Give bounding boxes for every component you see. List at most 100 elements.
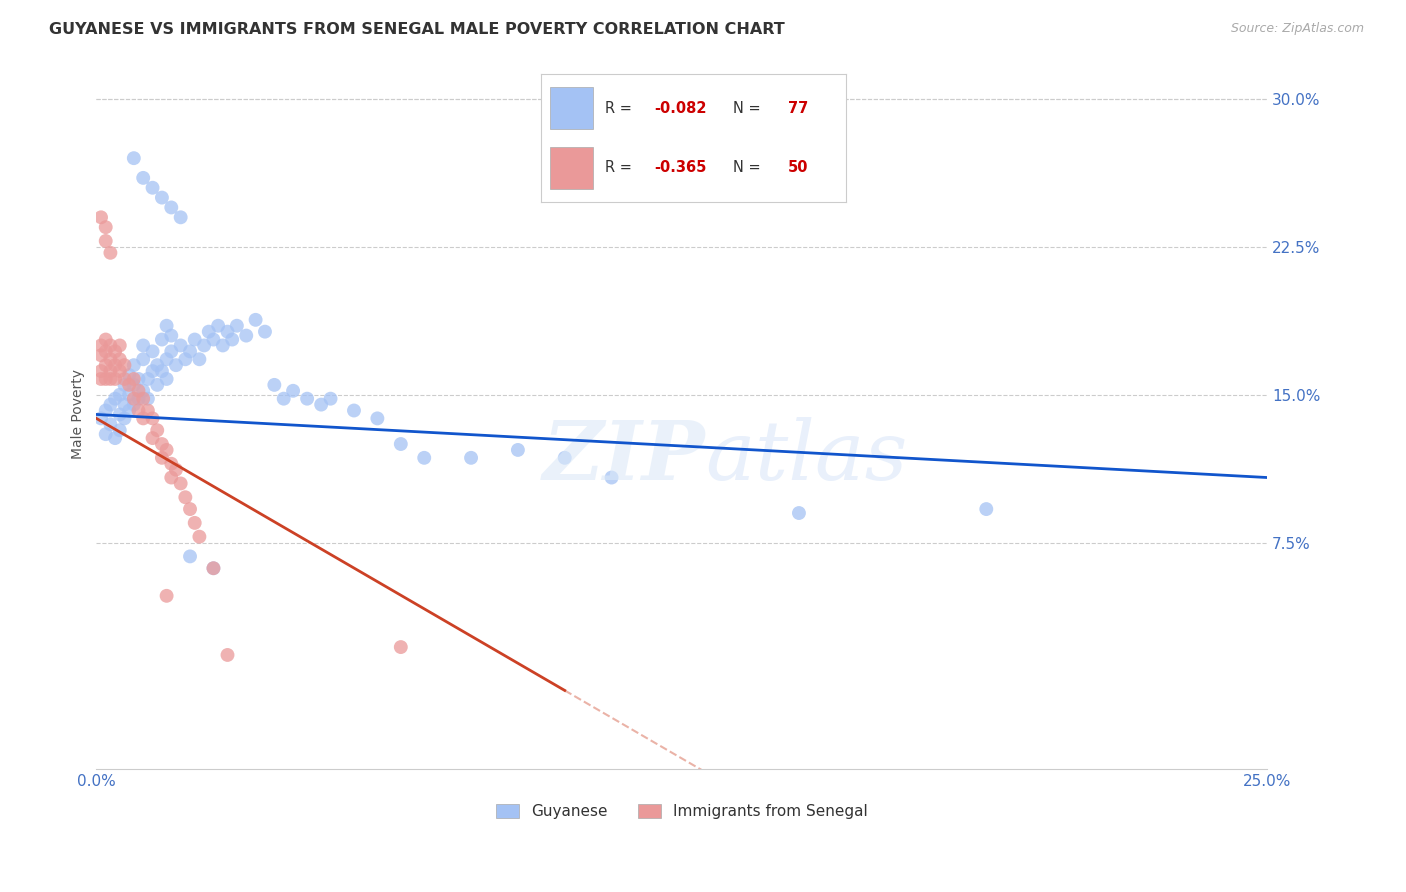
- Point: [273, 392, 295, 406]
- Point: [146, 377, 169, 392]
- Point: [202, 333, 225, 347]
- Point: [188, 530, 211, 544]
- Point: [104, 372, 127, 386]
- Point: [160, 328, 183, 343]
- Point: [221, 333, 243, 347]
- Point: [108, 338, 131, 352]
- Point: [165, 358, 187, 372]
- Point: [122, 398, 145, 412]
- Point: [225, 318, 247, 333]
- Point: [202, 561, 225, 575]
- Point: [600, 470, 623, 484]
- Point: [155, 442, 177, 457]
- Point: [100, 372, 122, 386]
- Text: atlas: atlas: [706, 417, 908, 497]
- Point: [108, 408, 131, 422]
- Point: [183, 333, 205, 347]
- Point: [150, 364, 173, 378]
- Point: [169, 476, 191, 491]
- Point: [160, 201, 183, 215]
- Point: [146, 423, 169, 437]
- Point: [100, 352, 122, 367]
- Point: [142, 344, 165, 359]
- Point: [114, 372, 136, 386]
- Point: [263, 377, 285, 392]
- Point: [94, 234, 117, 248]
- Point: [319, 392, 342, 406]
- Point: [366, 411, 388, 425]
- Point: [100, 417, 122, 432]
- Point: [281, 384, 304, 398]
- Point: [90, 211, 112, 225]
- Point: [413, 450, 436, 465]
- Point: [94, 220, 117, 235]
- Point: [169, 338, 191, 352]
- Point: [122, 392, 145, 406]
- Point: [155, 589, 177, 603]
- Point: [460, 450, 482, 465]
- Point: [142, 364, 165, 378]
- Point: [169, 211, 191, 225]
- Point: [114, 377, 136, 392]
- Point: [132, 338, 155, 352]
- Point: [179, 549, 201, 564]
- Point: [142, 180, 165, 194]
- Point: [132, 352, 155, 367]
- Point: [150, 437, 173, 451]
- Point: [160, 344, 183, 359]
- Point: [104, 392, 127, 406]
- Point: [104, 358, 127, 372]
- Point: [94, 333, 117, 347]
- Point: [90, 372, 112, 386]
- Point: [174, 490, 197, 504]
- Point: [150, 333, 173, 347]
- Point: [197, 325, 219, 339]
- Point: [245, 313, 267, 327]
- Point: [94, 358, 117, 372]
- Point: [90, 338, 112, 352]
- Point: [160, 457, 183, 471]
- Point: [174, 352, 197, 367]
- Point: [132, 384, 155, 398]
- Point: [108, 423, 131, 437]
- Point: [217, 325, 239, 339]
- Point: [104, 344, 127, 359]
- Point: [94, 372, 117, 386]
- Point: [100, 398, 122, 412]
- Text: Source: ZipAtlas.com: Source: ZipAtlas.com: [1230, 22, 1364, 36]
- Point: [128, 392, 150, 406]
- Point: [104, 431, 127, 445]
- Point: [155, 318, 177, 333]
- Point: [150, 450, 173, 465]
- Point: [183, 516, 205, 530]
- Point: [150, 191, 173, 205]
- Point: [128, 403, 150, 417]
- Point: [165, 463, 187, 477]
- Point: [118, 388, 141, 402]
- Point: [136, 392, 159, 406]
- Point: [114, 398, 136, 412]
- Point: [132, 392, 155, 406]
- Point: [506, 442, 529, 457]
- Text: ZIP: ZIP: [543, 417, 706, 497]
- Point: [155, 372, 177, 386]
- Point: [122, 372, 145, 386]
- Point: [193, 338, 215, 352]
- Point: [122, 377, 145, 392]
- Point: [554, 450, 576, 465]
- Point: [94, 403, 117, 417]
- Point: [136, 372, 159, 386]
- Point: [90, 411, 112, 425]
- Point: [146, 358, 169, 372]
- Point: [114, 411, 136, 425]
- Legend: Guyanese, Immigrants from Senegal: Guyanese, Immigrants from Senegal: [489, 798, 875, 825]
- Point: [108, 388, 131, 402]
- Point: [114, 358, 136, 372]
- Point: [118, 403, 141, 417]
- Point: [100, 364, 122, 378]
- Point: [179, 344, 201, 359]
- Point: [207, 318, 229, 333]
- Point: [974, 502, 997, 516]
- Point: [235, 328, 257, 343]
- Point: [202, 561, 225, 575]
